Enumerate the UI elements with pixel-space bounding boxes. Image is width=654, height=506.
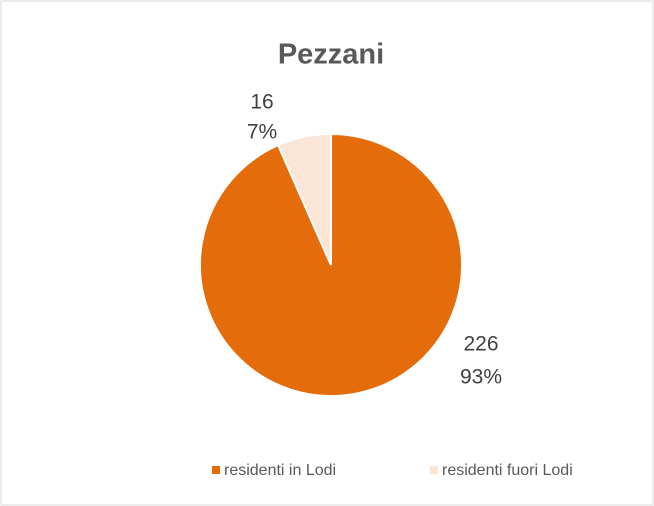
- legend-label: residenti in Lodi: [224, 462, 336, 479]
- percent-label: 93%: [460, 366, 502, 389]
- legend-swatch: [430, 466, 438, 474]
- data-label: 16: [250, 91, 273, 114]
- pie-slice: [276, 132, 332, 266]
- percent-label: 7%: [247, 121, 277, 144]
- data-label: 226: [463, 333, 498, 356]
- legend-swatch: [212, 466, 220, 474]
- legend-label: residenti fuori Lodi: [442, 462, 573, 479]
- chart-title: Pezzani: [278, 39, 384, 71]
